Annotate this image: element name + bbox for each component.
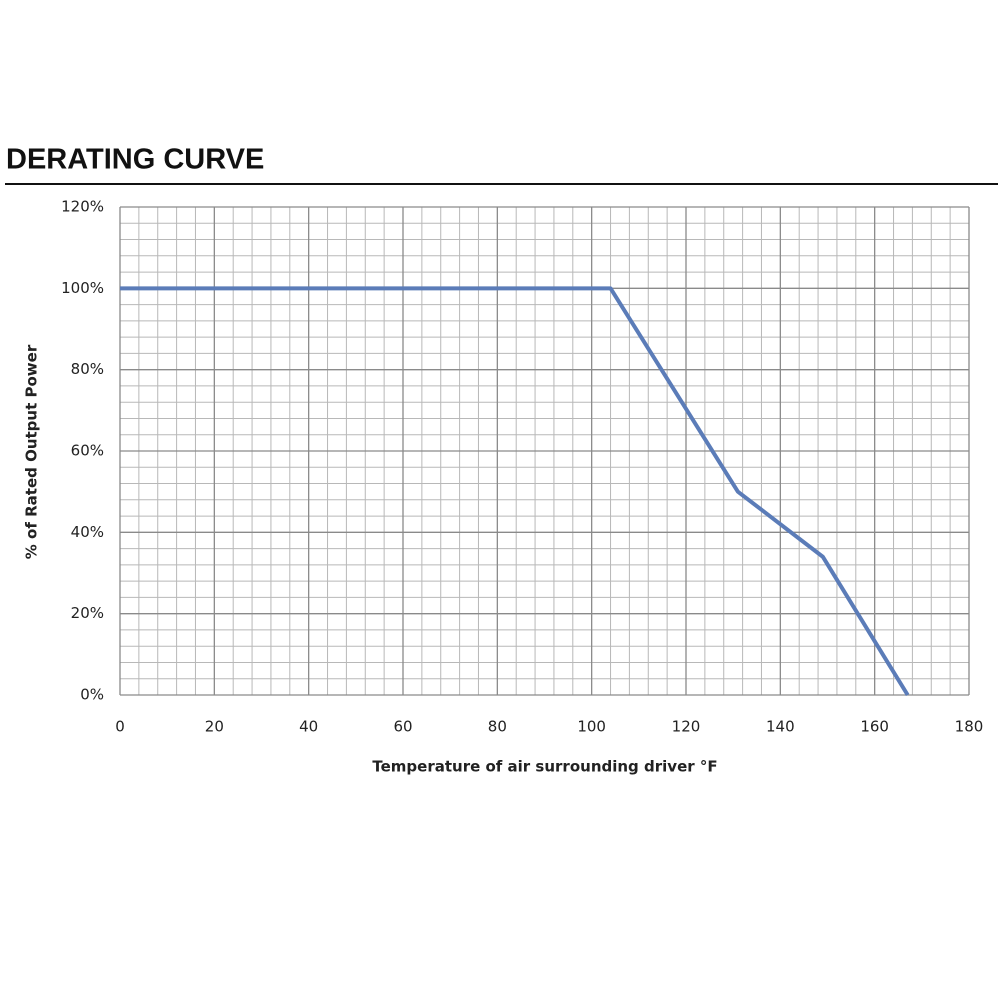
y-tick-label: 20% [71,604,104,622]
y-tick-label: 60% [71,442,104,460]
x-tick-label: 80 [488,718,507,736]
x-tick-label: 60 [393,718,412,736]
y-tick-label: 120% [61,198,104,216]
y-tick-label: 0% [80,686,104,704]
x-tick-label: 0 [115,718,125,736]
x-tick-label: 20 [205,718,224,736]
x-tick-label: 160 [860,718,889,736]
y-tick-label: 80% [71,360,104,378]
x-tick-label: 40 [299,718,318,736]
x-tick-label: 100 [577,718,606,736]
chart-title: DERATING CURVE [6,144,264,176]
x-tick-label: 180 [955,718,984,736]
y-tick-label: 100% [61,279,104,297]
x-axis-label: Temperature of air surrounding driver °F [372,758,717,776]
y-axis-label: % of Rated Output Power [23,344,41,559]
x-tick-label: 120 [672,718,701,736]
x-tick-label: 140 [766,718,795,736]
data-line [120,286,910,697]
y-tick-label: 40% [71,523,104,541]
